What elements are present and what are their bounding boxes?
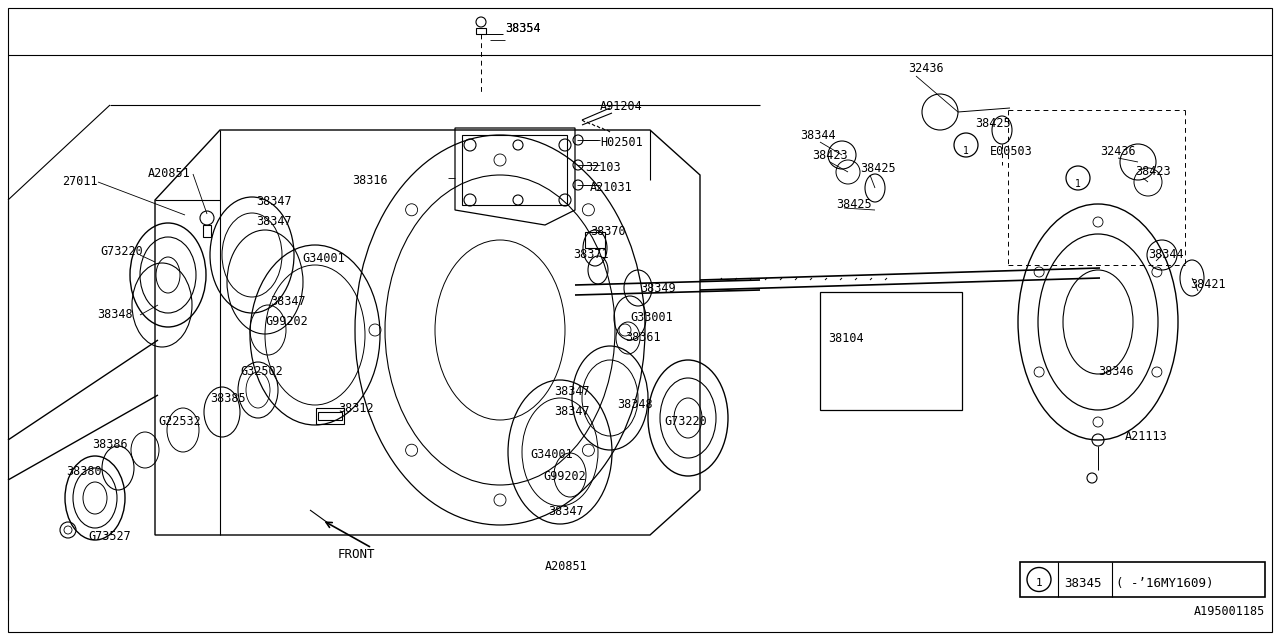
Bar: [317, 412, 342, 420]
Text: 38344: 38344: [1148, 248, 1184, 261]
Bar: [476, 28, 486, 34]
Text: 38348: 38348: [97, 308, 133, 321]
Text: 32103: 32103: [585, 161, 621, 174]
Text: ( -’16MY1609): ( -’16MY1609): [1116, 577, 1213, 590]
Text: 38104: 38104: [828, 332, 864, 345]
Text: 38345: 38345: [1064, 577, 1102, 590]
Text: 38347: 38347: [548, 505, 584, 518]
Text: G34001: G34001: [530, 448, 572, 461]
Text: 1: 1: [963, 146, 969, 156]
Text: 38354: 38354: [506, 22, 540, 35]
Text: G99202: G99202: [543, 470, 586, 483]
Text: 38347: 38347: [554, 385, 590, 398]
Text: G32502: G32502: [241, 365, 283, 378]
Text: G99202: G99202: [265, 315, 307, 328]
Bar: [1020, 562, 1265, 597]
Bar: [204, 225, 211, 237]
Text: 38312: 38312: [338, 402, 374, 415]
Text: 38348: 38348: [617, 398, 653, 411]
Text: 38425: 38425: [836, 198, 872, 211]
Text: 38385: 38385: [210, 392, 246, 405]
Text: 32436: 32436: [1100, 145, 1135, 158]
Text: G73220: G73220: [664, 415, 707, 428]
Text: 38371: 38371: [573, 248, 608, 261]
Text: FRONT: FRONT: [338, 548, 375, 561]
Text: 38423: 38423: [812, 149, 847, 162]
Bar: [316, 408, 344, 424]
Text: 38347: 38347: [270, 295, 306, 308]
Text: 38347: 38347: [256, 215, 292, 228]
Text: 38370: 38370: [590, 225, 626, 238]
Text: 38354: 38354: [506, 22, 540, 35]
Text: 38361: 38361: [625, 331, 660, 344]
Text: G33001: G33001: [630, 311, 673, 324]
Text: A21031: A21031: [590, 181, 632, 194]
Text: 1: 1: [1075, 179, 1080, 189]
Text: 27011: 27011: [61, 175, 97, 188]
Text: 38344: 38344: [800, 129, 836, 142]
Text: 38423: 38423: [1135, 165, 1171, 178]
Text: G22532: G22532: [157, 415, 201, 428]
Text: 38347: 38347: [554, 405, 590, 418]
Bar: [585, 232, 605, 248]
Text: E00503: E00503: [989, 145, 1033, 158]
Text: 38380: 38380: [67, 465, 101, 478]
Text: G73527: G73527: [88, 530, 131, 543]
Text: 38347: 38347: [256, 195, 292, 208]
Text: A21113: A21113: [1125, 430, 1167, 443]
Text: 38349: 38349: [640, 282, 676, 295]
Bar: [820, 292, 963, 410]
Bar: [462, 135, 567, 205]
Text: 32436: 32436: [908, 62, 943, 75]
Text: 1: 1: [1036, 579, 1042, 589]
Text: 38316: 38316: [352, 174, 388, 187]
Text: 38346: 38346: [1098, 365, 1134, 378]
Text: H02501: H02501: [600, 136, 643, 149]
Text: 38425: 38425: [975, 117, 1011, 130]
Text: A195001185: A195001185: [1194, 605, 1265, 618]
Text: 38421: 38421: [1190, 278, 1226, 291]
Text: G73220: G73220: [100, 245, 143, 258]
Text: A20851: A20851: [148, 167, 191, 180]
Text: A20851: A20851: [545, 560, 588, 573]
Text: 38386: 38386: [92, 438, 128, 451]
Text: A91204: A91204: [600, 100, 643, 113]
Text: 38425: 38425: [860, 162, 896, 175]
Text: G34001: G34001: [302, 252, 344, 265]
